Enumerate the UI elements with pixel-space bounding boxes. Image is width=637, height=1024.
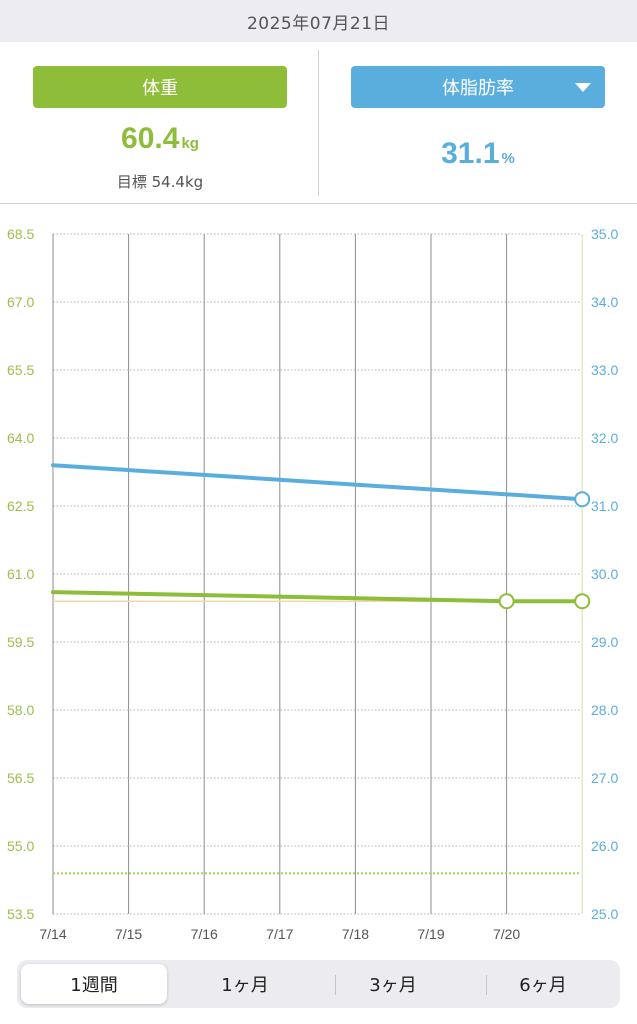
weight-button[interactable]: 体重	[33, 66, 287, 108]
period-selector: 1週間 1ヶ月 3ヶ月 6ヶ月	[17, 960, 620, 1008]
period-tab-6months[interactable]: 6ヶ月	[470, 964, 616, 1004]
body-fat-unit: %	[501, 150, 515, 167]
column-divider	[318, 50, 319, 196]
y-right-tick-label: 30.0	[591, 566, 618, 582]
y-right-tick-label: 33.0	[591, 362, 618, 378]
trend-chart-svg: 68.5 67.0 65.5 64.0 62.5 61.0 59.5 58.0 56.5 55.0…	[7, 226, 618, 942]
body-fat-dropdown-button[interactable]: 体脂肪率	[351, 66, 605, 108]
weight-target: 目標 54.4kg	[116, 173, 204, 191]
weight-point	[498, 593, 515, 610]
x-tick-label: 7/14	[39, 926, 66, 942]
body-fat-button-label: 体脂肪率	[442, 78, 514, 99]
x-tick-label: 7/19	[417, 926, 444, 942]
weight-unit: kg	[181, 135, 199, 152]
y-left-tick-label: 67.0	[7, 294, 34, 310]
summary-panel: 体重 60.4 kg 目標 54.4kg 体脂肪率 31.1%	[0, 42, 637, 204]
trend-chart[interactable]: 68.5 67.0 65.5 64.0 62.5 61.0 59.5 58.0 56.5 55.0…	[0, 204, 637, 944]
y-left-tick-label: 58.0	[7, 702, 34, 718]
y-left-tick-label: 53.5	[7, 906, 34, 922]
y-right-tick-label: 29.0	[591, 634, 618, 650]
y-left-tick-label: 64.0	[7, 430, 34, 446]
weight-point	[574, 593, 591, 610]
period-tab-label: 1週間	[70, 975, 118, 996]
body-fat-value: 31.1%	[351, 137, 605, 171]
y-right-tick-label: 25.0	[591, 906, 618, 922]
date-header: 2025年07月21日	[0, 0, 637, 42]
period-tab-label: 6ヶ月	[519, 975, 567, 996]
period-tab-3months[interactable]: 3ヶ月	[318, 964, 468, 1004]
body-fat-series-line	[51, 463, 585, 502]
x-tick-label: 7/16	[191, 926, 218, 942]
period-separator	[486, 975, 487, 995]
period-tab-1week[interactable]: 1週間	[21, 964, 167, 1004]
y-left-tick-label: 68.5	[7, 226, 34, 242]
y-left-tick-label: 55.0	[7, 838, 34, 854]
period-tab-label: 3ヶ月	[369, 975, 417, 996]
x-tick-label: 7/18	[342, 926, 369, 942]
y-left-tick-label: 56.5	[7, 770, 34, 786]
weight-number: 60.4	[121, 122, 180, 155]
weight-value: 60.4 kg	[33, 122, 287, 156]
period-tab-1month[interactable]: 1ヶ月	[172, 964, 318, 1004]
y-right-tick-label: 27.0	[591, 770, 618, 786]
y-left-tick-label: 62.5	[7, 498, 34, 514]
period-tab-label: 1ヶ月	[221, 975, 269, 996]
y-right-tick-label: 31.0	[591, 498, 618, 514]
triangle-down-icon	[575, 83, 591, 92]
y-right-tick-label: 26.0	[591, 838, 618, 854]
period-separator	[335, 975, 336, 995]
y-right-tick-label: 28.0	[591, 702, 618, 718]
y-right-tick-label: 32.0	[591, 430, 618, 446]
y-left-tick-label: 65.5	[7, 362, 34, 378]
y-left-tick-label: 59.5	[7, 634, 34, 650]
x-tick-label: 7/15	[115, 926, 142, 942]
x-tick-label: 7/17	[266, 926, 293, 942]
body-fat-point	[574, 491, 591, 508]
y-left-tick-label: 61.0	[7, 566, 34, 582]
y-right-tick-label: 34.0	[591, 294, 618, 310]
y-right-tick-label: 35.0	[591, 226, 618, 242]
body-fat-number: 31.1	[441, 137, 500, 170]
date-label: 2025年07月21日	[246, 13, 391, 34]
weight-button-label: 体重	[142, 78, 178, 99]
x-tick-label: 7/20	[493, 926, 520, 942]
